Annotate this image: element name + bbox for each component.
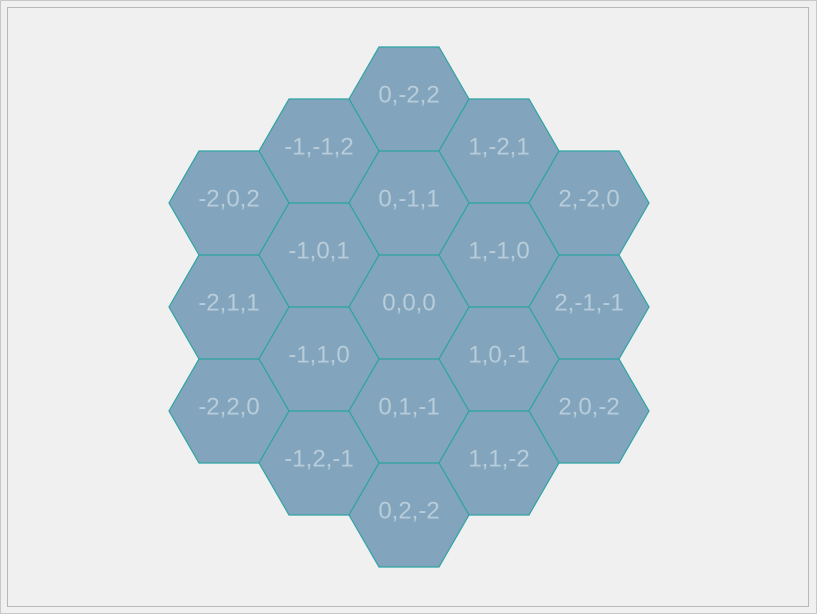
hex-shape[interactable]	[348, 462, 470, 568]
